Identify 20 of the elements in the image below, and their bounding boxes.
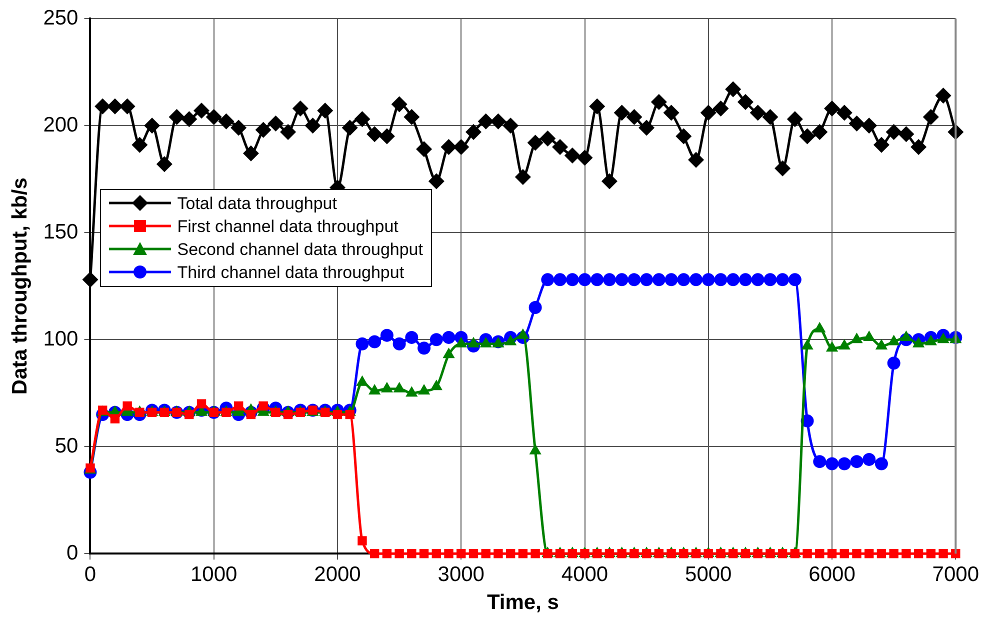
legend-label: First channel data throughput bbox=[177, 216, 398, 238]
y-tick-label: 100 bbox=[43, 327, 78, 350]
y-tick-label: 150 bbox=[43, 220, 78, 244]
y-tick-label: 250 bbox=[43, 6, 78, 30]
y-axis-title: Data throughput, kb/s bbox=[8, 178, 32, 395]
x-tick-label: 3000 bbox=[438, 562, 484, 586]
x-axis-title: Time, s bbox=[486, 591, 559, 614]
x-tick-label: 6000 bbox=[808, 562, 856, 586]
y-tick-label: 200 bbox=[43, 113, 78, 136]
legend-label: Third channel data throughput bbox=[177, 262, 404, 284]
x-tick-label: 1000 bbox=[190, 562, 238, 586]
x-tick-label: 0 bbox=[84, 562, 96, 586]
x-tick-label: 7000 bbox=[932, 562, 979, 586]
y-tick-label: 0 bbox=[66, 541, 78, 564]
x-tick-label: 4000 bbox=[561, 562, 608, 586]
legend-label: Total data throughput bbox=[177, 192, 337, 215]
y-tick-label: 50 bbox=[54, 434, 78, 458]
x-tick-label: 5000 bbox=[685, 562, 732, 586]
x-tick-label: 2000 bbox=[314, 562, 361, 586]
legend-label: Second channel data throughput bbox=[177, 238, 423, 261]
